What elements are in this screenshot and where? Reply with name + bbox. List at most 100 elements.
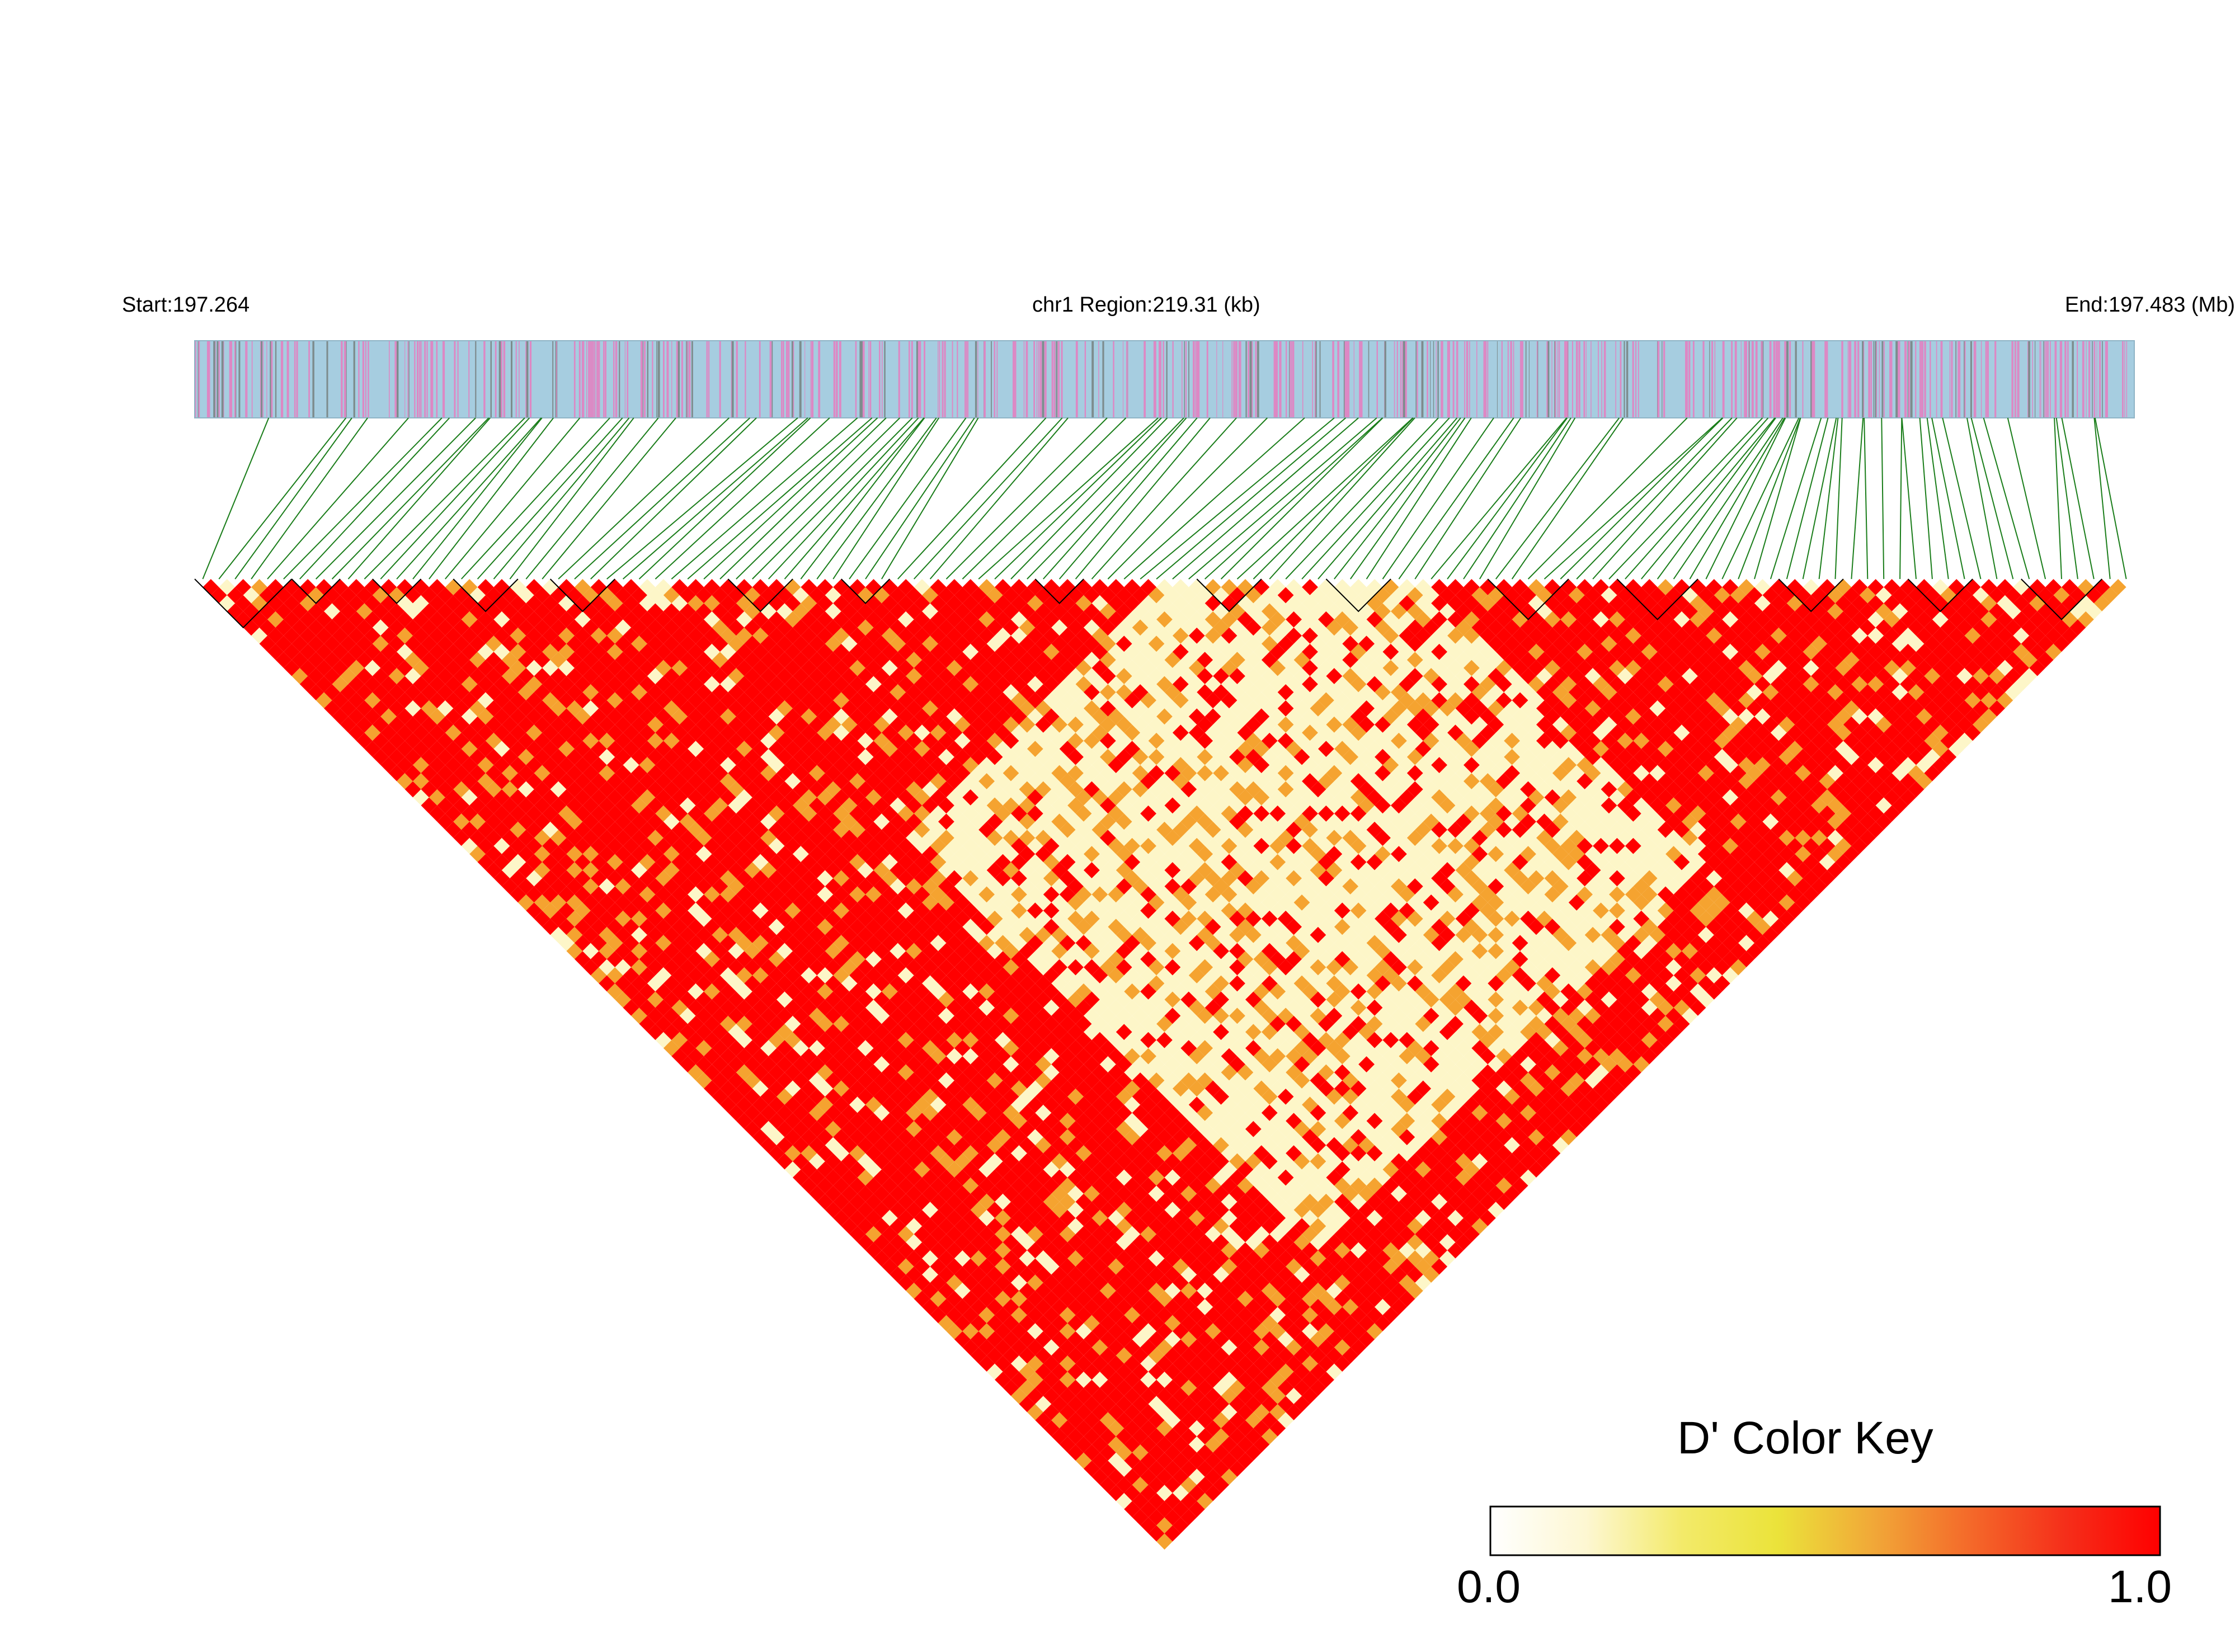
ld-cell (1188, 886, 1205, 903)
ld-cell (720, 999, 736, 1016)
ld-cell (736, 854, 752, 870)
ld-cell (995, 789, 1011, 806)
ld-cell (930, 724, 947, 741)
ld-cell (1019, 797, 1036, 814)
ld-cell (542, 676, 559, 693)
ld-cell (1108, 1274, 1124, 1291)
ld-cell (1221, 919, 1238, 935)
ld-cell (1221, 1339, 1238, 1356)
ld-cell (1358, 1104, 1375, 1121)
ld-cell (1382, 1226, 1399, 1242)
ld-cell (1221, 1064, 1238, 1081)
ld-cell (1350, 1258, 1367, 1275)
ld-cell (1035, 1298, 1052, 1315)
ld-cell (1423, 1234, 1439, 1250)
ld-cell (817, 692, 834, 709)
ld-cell (1043, 935, 1060, 952)
ld-cell (1431, 1113, 1448, 1129)
ld-cell (1253, 1209, 1270, 1226)
variant-mark (275, 341, 277, 418)
ld-cell (655, 627, 672, 644)
snp-connector (1738, 417, 1801, 580)
ld-cell (1059, 757, 1076, 773)
ld-cell (695, 1008, 712, 1024)
ld-cell (906, 765, 923, 782)
ld-cell (906, 1153, 923, 1170)
ld-cell (1124, 967, 1141, 983)
ld-cell (1067, 1282, 1084, 1299)
variant-mark (344, 341, 346, 418)
ld-cell (825, 700, 841, 717)
ld-cell (970, 878, 987, 895)
ld-cell (1342, 1153, 1359, 1170)
ld-cell (890, 619, 906, 636)
ld-cell (647, 716, 664, 733)
variant-mark (408, 341, 410, 418)
variant-mark (759, 341, 761, 418)
ld-cell (897, 919, 914, 935)
ld-cell (1124, 935, 1141, 952)
ld-cell (477, 837, 494, 854)
ld-cell (486, 813, 502, 830)
ld-cell (793, 749, 809, 765)
ld-cell (1156, 1517, 1173, 1534)
ld-cell (817, 919, 834, 935)
ld-cell (526, 902, 543, 919)
ld-cell (1091, 1307, 1108, 1324)
ld-cell (606, 595, 623, 611)
ld-cell (493, 821, 510, 838)
variant-mark (1547, 341, 1550, 418)
ld-cell (1043, 1242, 1060, 1259)
ld-cell (1269, 1177, 1286, 1194)
ld-cell (978, 724, 995, 741)
snp-connector (671, 417, 858, 580)
variant-mark (1196, 341, 1198, 418)
ld-cell (890, 684, 906, 700)
ld-cell (1237, 1339, 1254, 1356)
ld-cell (801, 708, 817, 725)
ld-cell (227, 587, 243, 604)
ld-cell (1108, 1339, 1124, 1356)
ld-cell (1051, 959, 1068, 976)
ld-cell (413, 579, 429, 595)
ld-cell (768, 919, 785, 935)
ld-cell (1124, 1064, 1141, 1081)
ld-cell (744, 991, 761, 1008)
ld-cell (1197, 894, 1213, 911)
ld-cell (1237, 902, 1254, 919)
ld-cell (501, 652, 518, 668)
ld-cell (1213, 1282, 1230, 1299)
ld-cell (623, 983, 639, 1000)
ld-cell (897, 1193, 914, 1210)
ld-cell (1140, 1242, 1157, 1259)
ld-cell (510, 886, 526, 903)
ld-cell (801, 805, 817, 822)
ld-cell (1116, 1331, 1132, 1348)
ld-cell (615, 797, 632, 814)
ld-cell (1253, 1032, 1270, 1048)
ld-cell (1140, 837, 1157, 854)
ld-cell (1358, 1072, 1375, 1089)
ld-cell (1172, 1436, 1189, 1453)
variant-mark (1525, 341, 1527, 418)
ld-cell (542, 708, 559, 725)
ld-cell (1156, 1339, 1173, 1356)
ld-cell (413, 757, 429, 773)
ld-cell (1067, 1008, 1084, 1024)
ld-cell (1261, 1298, 1278, 1315)
variant-mark (1441, 341, 1443, 418)
ld-cell (1084, 1267, 1100, 1283)
ld-cell (712, 716, 728, 733)
ld-cell (922, 1218, 938, 1235)
snp-connector (509, 417, 634, 580)
ld-cell (946, 757, 963, 773)
ld-cell (1084, 1169, 1100, 1186)
variant-mark (689, 341, 691, 418)
ld-cell (1261, 1331, 1278, 1348)
ld-cell (1188, 1113, 1205, 1129)
ld-cell (1334, 1080, 1351, 1097)
ld-cell (1188, 1404, 1205, 1420)
ld-cell (881, 789, 898, 806)
ld-cell (930, 757, 947, 773)
ld-cell (550, 619, 567, 636)
